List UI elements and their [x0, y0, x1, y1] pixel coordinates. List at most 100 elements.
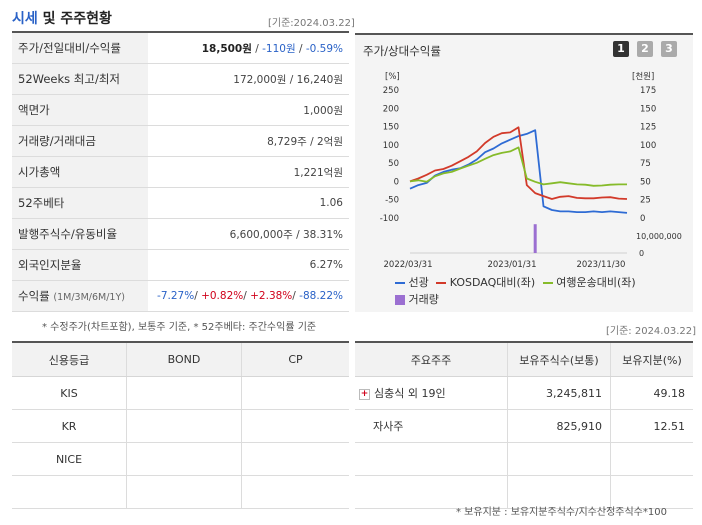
legend-volume: 거래량 [408, 293, 439, 306]
quote-info-table: 주가/전일대비/수익률 18,500원 / -110원 / -0.59% 52W… [12, 33, 349, 312]
credit-header: BOND [126, 341, 242, 377]
holder-pct: 12.51 [610, 409, 693, 443]
chart-tab-1[interactable]: 1 [613, 41, 629, 57]
holders-note: * 보유지분 : 보유지분주식수/지수산정주식수*100 [456, 507, 667, 518]
table-row: 외국인지분율 6.27% [12, 249, 349, 281]
section-title-b: 및 주주현황 [42, 11, 112, 27]
return-1m: -7.27% [157, 290, 195, 302]
returns-sub: (1M/3M/6M/1Y) [53, 292, 125, 303]
y-left-tick-label: 50 [388, 159, 399, 169]
series-line [409, 129, 628, 214]
section-title-a: 시세 [12, 11, 38, 27]
y-right-tick-label: 150 [640, 104, 656, 114]
legend-travel: 여행운송대비(좌) [556, 276, 636, 289]
holder-shares: 3,245,811 [507, 376, 611, 410]
legend-price-swatch [395, 282, 405, 284]
major-holders-table: 주요주주 보유주식수(보통) 보유지분(%) + 심충식 외 19인 3,245,… [355, 341, 693, 509]
volume-zero-label: 0 [639, 249, 644, 258]
base-date: [기준:2024.03.22] [268, 18, 355, 29]
bond-rating [126, 475, 242, 509]
y-right-tick-label: 125 [640, 123, 656, 133]
chart-legend: 선광 KOSDAQ대비(좌) 여행운송대비(좌) [395, 274, 636, 290]
holder-name [355, 442, 508, 476]
y-left-tick-label: -100 [380, 214, 399, 224]
table-row [12, 475, 349, 509]
holders-header: 보유지분(%) [610, 341, 693, 377]
series-line [409, 146, 627, 187]
y-left-tick-label: 150 [383, 123, 399, 133]
holder-pct [610, 475, 693, 509]
holder-pct: 49.18 [610, 376, 693, 410]
y-right-tick-label: 75 [640, 159, 651, 169]
return-3m: +0.82% [201, 290, 244, 302]
y-right-tick-label: 0 [640, 214, 645, 224]
holder-shares [507, 475, 611, 509]
bond-rating [126, 409, 242, 443]
holders-date: [기준: 2024.03.22] [606, 326, 697, 337]
row-value: 1.06 [148, 187, 349, 219]
holder-name: 자사주 [355, 409, 508, 443]
returns-value: -7.27%/ +0.82%/ +2.38%/ -88.22% [148, 280, 349, 312]
row-label: 발행주식수/유동비율 [12, 218, 148, 250]
x-tick-label: 2022/03/31 [384, 260, 433, 270]
row-value: 1,000원 [148, 94, 349, 126]
y-right-tick-label: 25 [640, 196, 651, 206]
credit-agency: KR [12, 409, 127, 443]
table-row: 52주베타 1.06 [12, 187, 349, 219]
cp-rating [241, 409, 349, 443]
y-left-tick-label: -50 [385, 196, 399, 206]
row-label: 액면가 [12, 94, 148, 126]
table-row: NICE [12, 442, 349, 476]
cp-rating [241, 376, 349, 410]
table-row: 거래량/거래대금 8,729주 / 2억원 [12, 125, 349, 157]
y-left-tick-label: 100 [383, 141, 399, 151]
bond-rating [126, 376, 242, 410]
table-row [355, 442, 693, 476]
cp-rating [241, 442, 349, 476]
volume-max-label: 10,000,000 [636, 232, 682, 241]
chart-tab-3[interactable]: 3 [661, 41, 677, 57]
expand-plus-icon[interactable]: + [359, 388, 370, 400]
holder-shares: 825,910 [507, 409, 611, 443]
credit-rating-table: 신용등급 BOND CP KIS KR NICE [12, 341, 349, 509]
cp-rating [241, 475, 349, 509]
table-row: KR [12, 409, 349, 443]
x-tick-label: 2023/01/31 [487, 260, 536, 270]
return-1y: -88.22% [299, 290, 343, 302]
legend-travel-swatch [542, 282, 553, 284]
x-tick-label: 2023/11/30 [576, 260, 625, 270]
table-row: 발행주식수/유동비율 6,600,000주 / 38.31% [12, 218, 349, 250]
row-label: 주가/전일대비/수익률 [12, 33, 148, 64]
left-unit: [%] [385, 72, 400, 82]
current-price: 18,500원 [201, 42, 252, 55]
info-note: * 수정주가(차트포함), 보통주 기준, * 52주베타: 주간수익률 기준 [42, 322, 317, 333]
legend-kosdaq: KOSDAQ대비(좌) [449, 276, 536, 289]
table-row: + 심충식 외 19인 3,245,811 49.18 [355, 376, 693, 410]
holder-name-cell[interactable]: + 심충식 외 19인 [355, 376, 508, 410]
table-row: 액면가 1,000원 [12, 94, 349, 126]
legend-kosdaq-swatch [436, 282, 447, 284]
holders-header: 보유주식수(보통) [507, 341, 611, 377]
y-left-tick-label: 200 [383, 104, 399, 114]
credit-header: CP [241, 341, 349, 377]
volume-bar [533, 224, 537, 253]
row-label: 52주베타 [12, 187, 148, 219]
row-label: 수익률 (1M/3M/6M/1Y) [12, 280, 148, 312]
row-label: 외국인지분율 [12, 249, 148, 281]
y-left-tick-label: 0 [394, 177, 399, 187]
row-value: 6,600,000주 / 38.31% [148, 218, 349, 250]
legend-volume-swatch [395, 295, 405, 305]
price-change-rate: -0.59% [305, 42, 343, 55]
bond-rating [126, 442, 242, 476]
chart-panel: 주가/상대수익률 1 2 3 [%] [천원] 10,000,000 0 250… [355, 33, 693, 312]
holder-pct [610, 442, 693, 476]
row-value: 6.27% [148, 249, 349, 281]
table-row: 주가/전일대비/수익률 18,500원 / -110원 / -0.59% [12, 33, 349, 64]
holders-header: 주요주주 [355, 341, 508, 377]
table-row: 자사주 825,910 12.51 [355, 409, 693, 443]
chart-title: 주가/상대수익률 [363, 44, 441, 58]
chart-tab-2[interactable]: 2 [637, 41, 653, 57]
y-right-tick-label: 100 [640, 141, 656, 151]
row-label: 시가총액 [12, 156, 148, 188]
table-row [355, 475, 693, 509]
